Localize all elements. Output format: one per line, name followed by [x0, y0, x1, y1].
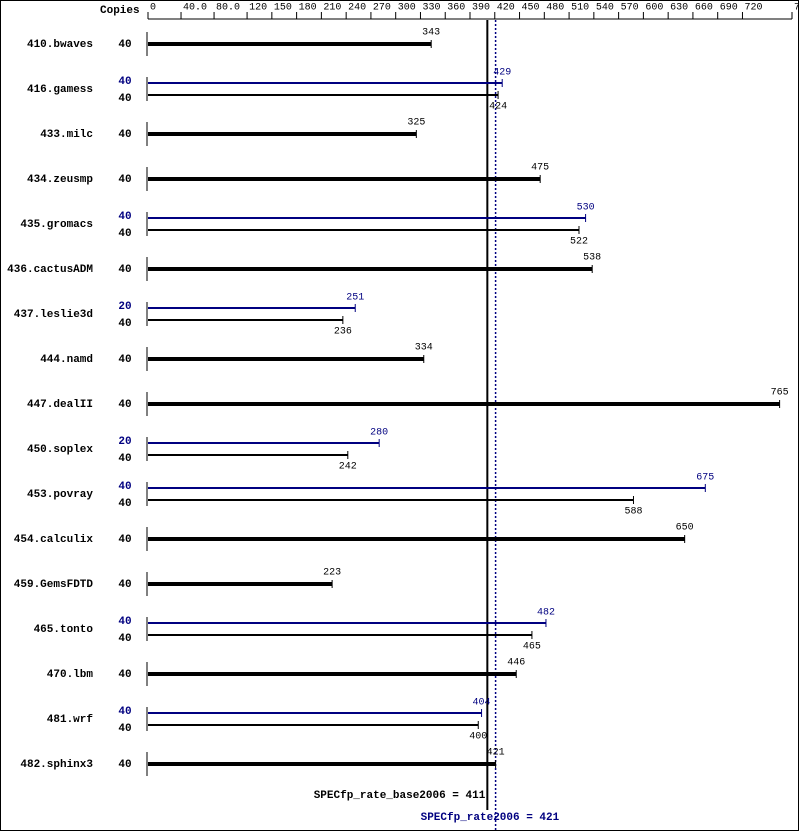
x-tick-label: 390 [472, 3, 490, 14]
copies: 40 [118, 759, 131, 771]
benchmark-name: 482.sphinx3 [20, 759, 93, 771]
benchmark-name: 410.bwaves [27, 39, 93, 51]
base-value-label: 522 [570, 237, 588, 248]
x-tick-label: 420 [497, 3, 515, 14]
x-tick-label: 510 [571, 3, 589, 14]
value-label: 343 [422, 28, 440, 39]
x-tick-label: 570 [621, 3, 639, 14]
copies: 40 [118, 264, 131, 276]
copies: 40 [118, 39, 131, 51]
copies-base: 40 [118, 318, 131, 330]
x-tick-label: 80.0 [216, 3, 240, 14]
copies: 40 [118, 534, 131, 546]
base-value-label: 236 [334, 327, 352, 338]
x-tick-label: 330 [422, 3, 440, 14]
peak-value-label: 675 [696, 473, 714, 484]
base-value-label: 400 [469, 732, 487, 743]
value-label: 223 [323, 568, 341, 579]
x-tick-label: 540 [596, 3, 614, 14]
value-label: 334 [415, 343, 433, 354]
copies-base: 40 [118, 723, 131, 735]
base-value-label: 465 [523, 642, 541, 653]
benchmark-name: 416.gamess [27, 84, 93, 96]
x-tick-label: 150 [274, 3, 292, 14]
benchmark-name: 444.namd [40, 354, 93, 366]
copies-peak: 40 [118, 76, 131, 88]
copies-peak: 20 [118, 301, 131, 313]
benchmark-name: 453.povray [27, 489, 93, 501]
copies: 40 [118, 669, 131, 681]
base-value-label: 242 [339, 462, 357, 473]
peak-value-label: 530 [577, 203, 595, 214]
x-tick-label: 0 [150, 3, 156, 14]
copies-base: 40 [118, 453, 131, 465]
value-label: 446 [507, 658, 525, 669]
value-label: 538 [583, 253, 601, 264]
benchmark-name: 481.wrf [47, 714, 94, 726]
copies-peak: 40 [118, 481, 131, 493]
x-tick-label: 660 [695, 3, 713, 14]
copies-peak: 40 [118, 706, 131, 718]
copies-header: Copies [100, 5, 140, 17]
peak-value-label: 482 [537, 608, 555, 619]
base-value-label: 424 [489, 102, 507, 113]
reference-label: SPECfp_rate_base2006 = 411 [314, 790, 486, 802]
x-tick-label: 210 [323, 3, 341, 14]
benchmark-name: 450.soplex [27, 444, 93, 456]
copies: 40 [118, 174, 131, 186]
copies-peak: 40 [118, 211, 131, 223]
copies: 40 [118, 399, 131, 411]
reference-label: SPECfp_rate2006 = 421 [421, 812, 560, 824]
x-tick-label: 600 [645, 3, 663, 14]
value-label: 765 [771, 388, 789, 399]
peak-value-label: 251 [346, 293, 364, 304]
peak-value-label: 404 [473, 698, 491, 709]
x-tick-label: 690 [720, 3, 738, 14]
value-label: 650 [676, 523, 694, 534]
copies-base: 40 [118, 633, 131, 645]
x-tick-label: 300 [398, 3, 416, 14]
x-tick-label: 630 [670, 3, 688, 14]
benchmark-name: 433.milc [40, 129, 93, 141]
x-tick-label: 360 [447, 3, 465, 14]
copies-base: 40 [118, 498, 131, 510]
copies: 40 [118, 129, 131, 141]
benchmark-name: 435.gromacs [20, 219, 93, 231]
benchmark-name: 434.zeusmp [27, 174, 93, 186]
copies-peak: 20 [118, 436, 131, 448]
x-tick-label: 40.0 [183, 3, 207, 14]
copies-peak: 40 [118, 616, 131, 628]
value-label: 475 [531, 163, 549, 174]
x-tick-label: 270 [373, 3, 391, 14]
benchmark-name: 459.GemsFDTD [14, 579, 94, 591]
x-tick-label: 180 [299, 3, 317, 14]
copies-base: 40 [118, 93, 131, 105]
copies: 40 [118, 579, 131, 591]
benchmark-name: 470.lbm [47, 669, 94, 681]
benchmark-name: 454.calculix [14, 534, 94, 546]
x-tick-label: 450 [522, 3, 540, 14]
copies: 40 [118, 354, 131, 366]
copies-base: 40 [118, 228, 131, 240]
x-tick-label: 720 [744, 3, 762, 14]
value-label: 421 [487, 748, 505, 759]
x-tick-label: 480 [546, 3, 564, 14]
peak-value-label: 429 [493, 68, 511, 79]
x-tick-label: 120 [249, 3, 267, 14]
peak-value-label: 280 [370, 428, 388, 439]
benchmark-name: 437.leslie3d [14, 309, 93, 321]
value-label: 325 [407, 118, 425, 129]
x-tick-label: 240 [348, 3, 366, 14]
benchmark-name: 447.dealII [27, 399, 93, 411]
x-tick-label: 780 [794, 3, 799, 14]
benchmark-name: 465.tonto [34, 624, 94, 636]
base-value-label: 588 [624, 507, 642, 518]
benchmark-name: 436.cactusADM [7, 264, 93, 276]
